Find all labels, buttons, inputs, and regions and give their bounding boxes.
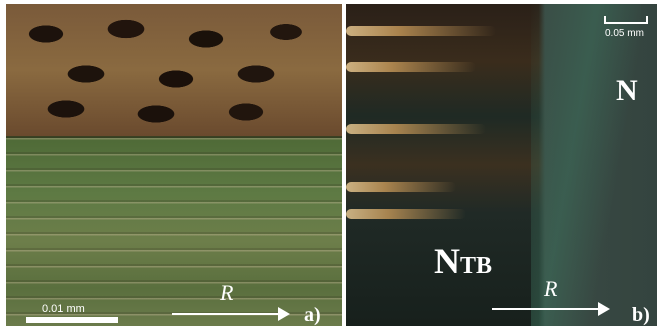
phase-label-ntb-sub: TB [460,253,493,279]
panel-letter-a: a) [304,304,321,326]
micrograph-panel-a: 0.01 mm R a) [6,4,342,326]
direction-label-a: R [220,280,234,305]
focal-conic-texture [6,4,342,136]
scale-bar-a [26,317,118,323]
micrograph-panel-b: 0.05 mm N NTB R b) [346,4,657,326]
scale-label-b: 0.05 mm [605,28,644,39]
phase-label-ntb: NTB [434,240,492,282]
bright-streak [346,209,466,219]
phase-front [531,4,641,326]
direction-arrow-a [172,307,290,321]
phase-label-ntb-main: N [434,241,460,281]
phase-label-n: N [616,74,638,107]
direction-arrow-b [492,302,610,316]
direction-label-b: R [544,276,558,301]
bright-streak [346,124,486,134]
bright-streak [346,62,476,72]
scale-bar-b [604,16,648,24]
bright-streak [346,26,496,36]
bright-streak [346,182,456,192]
panel-letter-b: b) [632,304,650,326]
stripe-texture [6,138,342,326]
scale-label-a: 0.01 mm [42,303,85,315]
